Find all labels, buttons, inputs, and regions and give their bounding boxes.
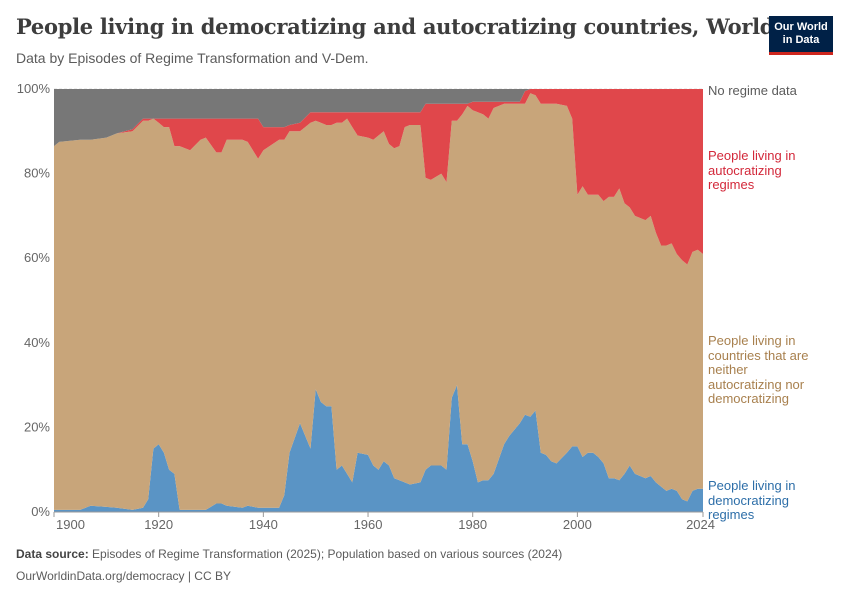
y-tick-label: 40% [24, 335, 50, 350]
x-tick-label: 2000 [563, 517, 592, 532]
areas [54, 89, 703, 512]
area-no-regime-data[interactable] [54, 89, 703, 147]
data-source-label: Data source: [16, 547, 89, 561]
label-line: democratizing [708, 391, 789, 406]
y-axis-ticks: 0% 20% 40% 60% 80% 100% [17, 81, 51, 519]
logo-line-1: Our World [774, 21, 828, 33]
x-axis-ticks: 1900 1920 1940 1960 1980 2000 2024 [53, 511, 715, 532]
logo-line-2: in Data [782, 34, 820, 46]
chart-subtitle: Data by Episodes of Regime Transformatio… [16, 50, 369, 66]
label-line: autocratizing [708, 162, 782, 178]
legend-label-no-regime-data: No regime data [708, 83, 828, 99]
label-line: regimes [708, 177, 755, 192]
x-tick-label: 2024 [686, 517, 715, 532]
y-tick-label: 20% [24, 419, 50, 434]
y-tick-label: 0% [31, 504, 50, 519]
x-tick-label: 1900 [56, 517, 85, 532]
label-line: regimes [708, 507, 755, 522]
y-tick-label: 100% [17, 81, 51, 96]
x-tick-label: 1940 [249, 517, 278, 532]
area-neither[interactable] [54, 93, 703, 510]
area-autocratizing[interactable] [54, 89, 703, 265]
label-line: democratizing [708, 492, 789, 508]
area-democratizing[interactable] [54, 385, 703, 512]
y-tick-label: 60% [24, 250, 50, 265]
label-line: neither [708, 362, 748, 377]
y-tick-label: 80% [24, 166, 50, 181]
legend-label-democratizing: People living in democratizing regimes [708, 478, 828, 523]
owid-logo[interactable]: Our World in Data [769, 16, 833, 55]
label-line: No regime data [708, 83, 797, 98]
legend-label-neither: People living in countries that are neit… [708, 333, 828, 407]
legend-label-autocratizing: People living in autocratizing regimes [708, 148, 828, 193]
data-source-text: Episodes of Regime Transformation (2025)… [88, 547, 563, 561]
label-line: countries that are [708, 347, 809, 363]
x-tick-label: 1960 [354, 517, 383, 532]
label-line: People living in [708, 333, 796, 348]
chart-title: People living in democratizing and autoc… [16, 14, 775, 39]
x-tick-label: 1920 [144, 517, 173, 532]
label-line: People living in [708, 148, 796, 163]
data-source: Data source: Episodes of Regime Transfor… [16, 547, 562, 561]
source-url[interactable]: OurWorldinData.org/democracy | CC BY [16, 569, 231, 583]
x-tick-label: 1980 [458, 517, 487, 532]
label-line: People living in [708, 478, 796, 493]
label-line: autocratizing nor [708, 376, 805, 392]
